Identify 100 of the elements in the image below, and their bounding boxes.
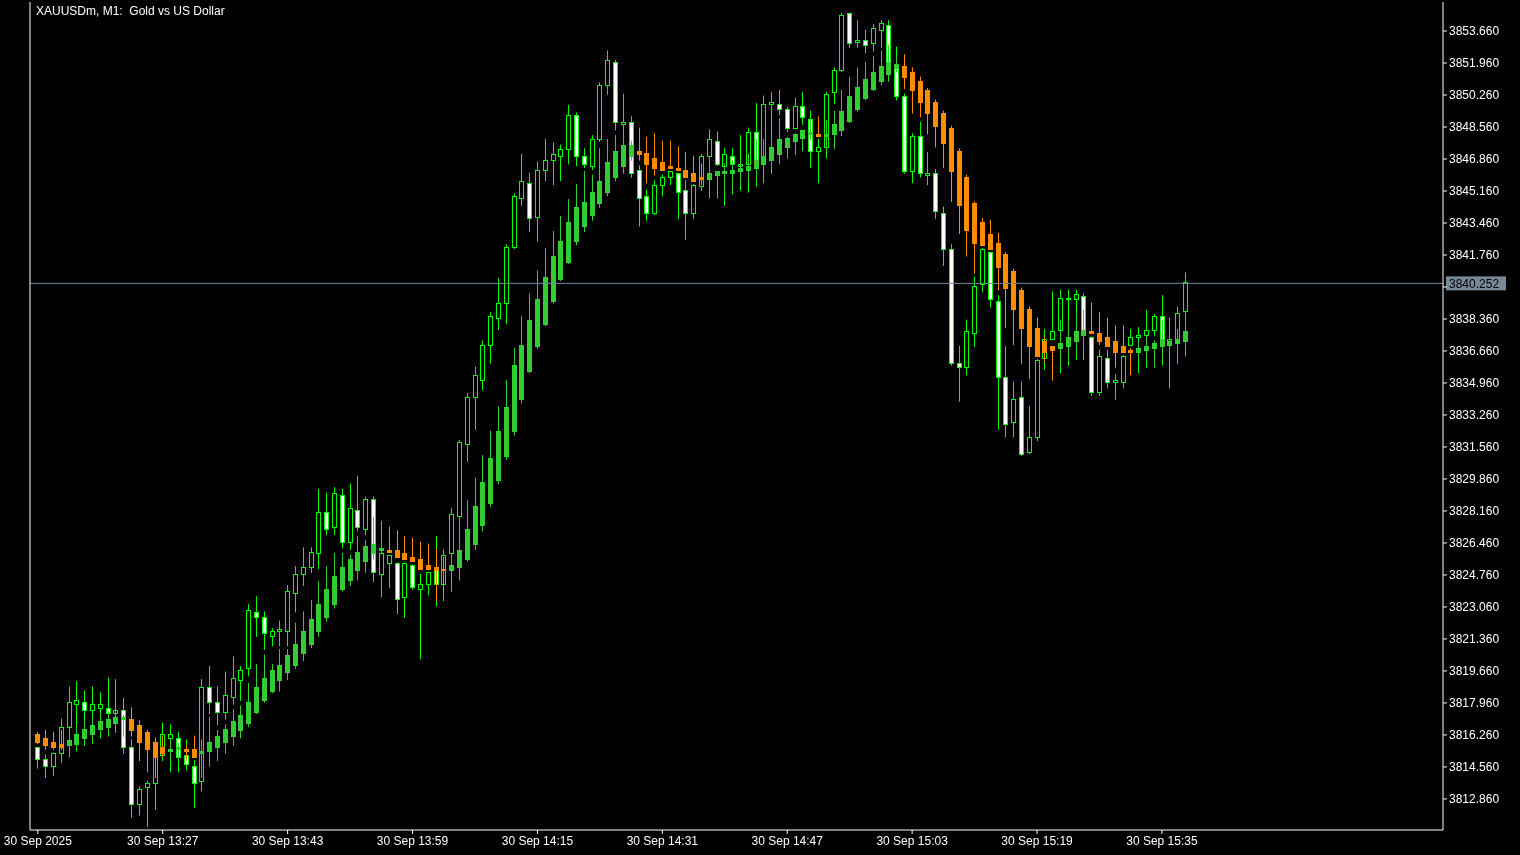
candlestick [777, 89, 782, 116]
candlestick [355, 536, 360, 581]
candlestick [324, 492, 329, 536]
candlestick [996, 233, 1001, 291]
candlestick [933, 99, 938, 148]
y-tick-label: 3826.460 [1449, 536, 1500, 551]
candlestick [1027, 406, 1032, 455]
candlestick [1089, 302, 1094, 334]
candlestick [715, 131, 720, 167]
candlestick [676, 172, 681, 219]
candlestick [457, 440, 462, 581]
candlestick [231, 709, 236, 746]
candlestick [1113, 374, 1118, 400]
candlestick [683, 180, 688, 240]
y-tick-label: 3831.560 [1449, 440, 1500, 455]
candlestick [1050, 291, 1055, 340]
candlestick [777, 118, 782, 165]
y-tick-label: 3833.260 [1449, 408, 1500, 423]
candlestick [270, 664, 275, 694]
candlestick [871, 24, 876, 52]
candlestick [496, 278, 501, 331]
candlestick [652, 133, 657, 176]
candlestick [871, 56, 876, 91]
candlestick [192, 760, 197, 809]
candlestick [1050, 345, 1055, 381]
candlestick [301, 547, 306, 586]
candlestick [785, 137, 790, 159]
candlestick [1105, 349, 1110, 389]
candlestick [863, 29, 868, 54]
candlestick [43, 754, 48, 778]
candlestick [301, 611, 306, 662]
candlestick [839, 89, 844, 137]
candlestick [293, 622, 298, 669]
candlestick [1152, 313, 1157, 336]
candlestick [309, 547, 314, 573]
candlestick [582, 148, 587, 169]
candlestick [644, 137, 649, 184]
candlestick [285, 648, 290, 681]
candlestick [660, 174, 665, 197]
candlestick [1011, 381, 1016, 438]
candlestick [207, 716, 212, 767]
candlestick [980, 217, 985, 246]
candlestick [43, 729, 48, 750]
y-tick-label: 3817.960 [1449, 696, 1500, 711]
candlestick [129, 707, 134, 737]
candlestick [816, 116, 821, 137]
candlestick [988, 219, 993, 250]
y-tick-label: 3843.460 [1449, 216, 1500, 231]
candlestick [925, 88, 930, 135]
y-tick-label: 3828.160 [1449, 504, 1500, 519]
candlestick [215, 729, 220, 762]
y-tick-label: 3834.960 [1449, 376, 1500, 391]
candlestick [137, 720, 142, 762]
candlestick [254, 596, 259, 637]
candlestick [582, 170, 587, 233]
candlestick [597, 148, 602, 208]
candlestick [449, 507, 454, 592]
candlestick [238, 665, 243, 701]
candlestick [35, 746, 40, 769]
candlestick [293, 566, 298, 613]
candlestick [426, 543, 431, 570]
candlestick [918, 76, 923, 118]
candlestick [192, 735, 197, 758]
y-tick-label: 3814.560 [1449, 760, 1500, 775]
x-tick-label: 30 Sep 13:27 [127, 833, 199, 848]
candlestick [925, 152, 930, 186]
y-tick-label: 3853.660 [1449, 24, 1500, 39]
candlestick [691, 155, 696, 182]
candlestick [277, 648, 282, 692]
candlestick [832, 67, 837, 105]
candlestick [418, 573, 423, 660]
candlestick [137, 786, 142, 816]
y-tick-label: 3824.760 [1449, 568, 1500, 583]
y-tick-label: 3848.560 [1449, 120, 1500, 135]
y-tick-label: 3819.660 [1449, 664, 1500, 679]
candlestick [590, 174, 595, 221]
candlestick [957, 345, 962, 402]
candlestick [543, 138, 548, 182]
y-tick-label: 3850.260 [1449, 88, 1500, 103]
y-tick-label: 3821.360 [1449, 632, 1500, 647]
y-tick-label: 3846.860 [1449, 152, 1500, 167]
candlestick [215, 686, 220, 726]
x-tick-label: 30 Sep 15:19 [1001, 833, 1074, 848]
candlestick [51, 752, 56, 777]
y-tick-label: 3841.760 [1449, 248, 1500, 263]
candlestick [67, 686, 72, 758]
candlestick [1183, 272, 1188, 357]
candlestick [238, 705, 243, 739]
candlestick [551, 142, 556, 186]
candlestick [621, 93, 626, 174]
x-tick-label: 30 Sep 14:31 [626, 833, 699, 848]
candlestick [1121, 325, 1126, 353]
x-tick-label: 30 Sep 14:15 [501, 833, 574, 848]
candlestick [676, 146, 681, 171]
candlestick [637, 127, 642, 161]
candlestick [262, 611, 267, 650]
y-tick-label: 3845.160 [1449, 184, 1500, 199]
candlestick [879, 50, 884, 86]
candlestick [855, 20, 860, 48]
candlestick [902, 54, 907, 90]
